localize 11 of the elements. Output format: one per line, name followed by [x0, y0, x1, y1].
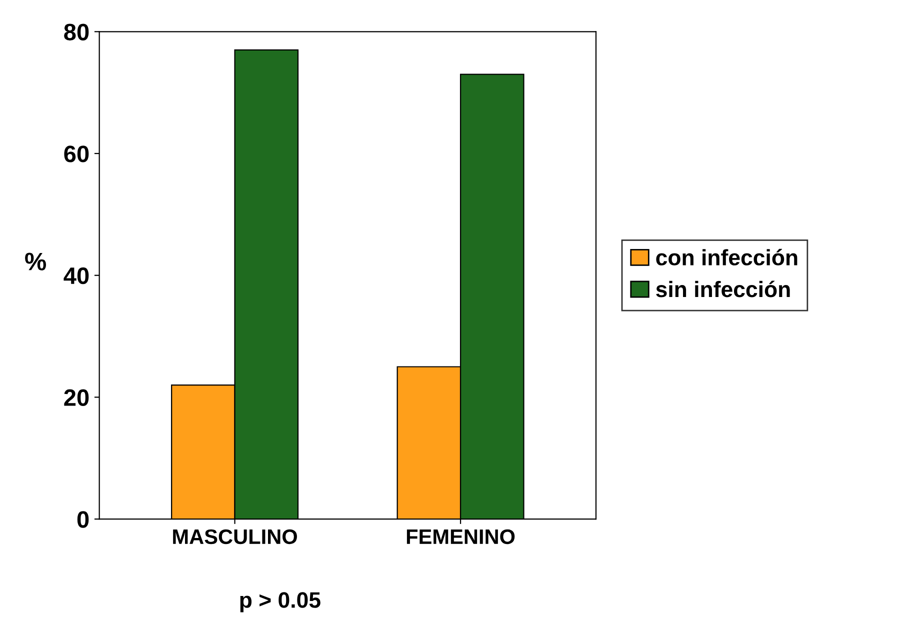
y-axis-title: %	[25, 252, 46, 270]
y-tick-label: 20	[64, 389, 89, 406]
x-tick-label: MASCULINO	[173, 529, 297, 544]
y-tick-label: 0	[77, 511, 89, 528]
legend-label: sin infección	[656, 280, 790, 298]
y-tick-label: 40	[64, 267, 89, 284]
y-tick-label: 80	[64, 24, 89, 40]
y-tick-label: 60	[64, 146, 89, 162]
text: p > 0.05	[240, 592, 320, 612]
x-tick-label: FEMENINO	[406, 529, 515, 544]
legend-label: con infección	[656, 248, 798, 266]
